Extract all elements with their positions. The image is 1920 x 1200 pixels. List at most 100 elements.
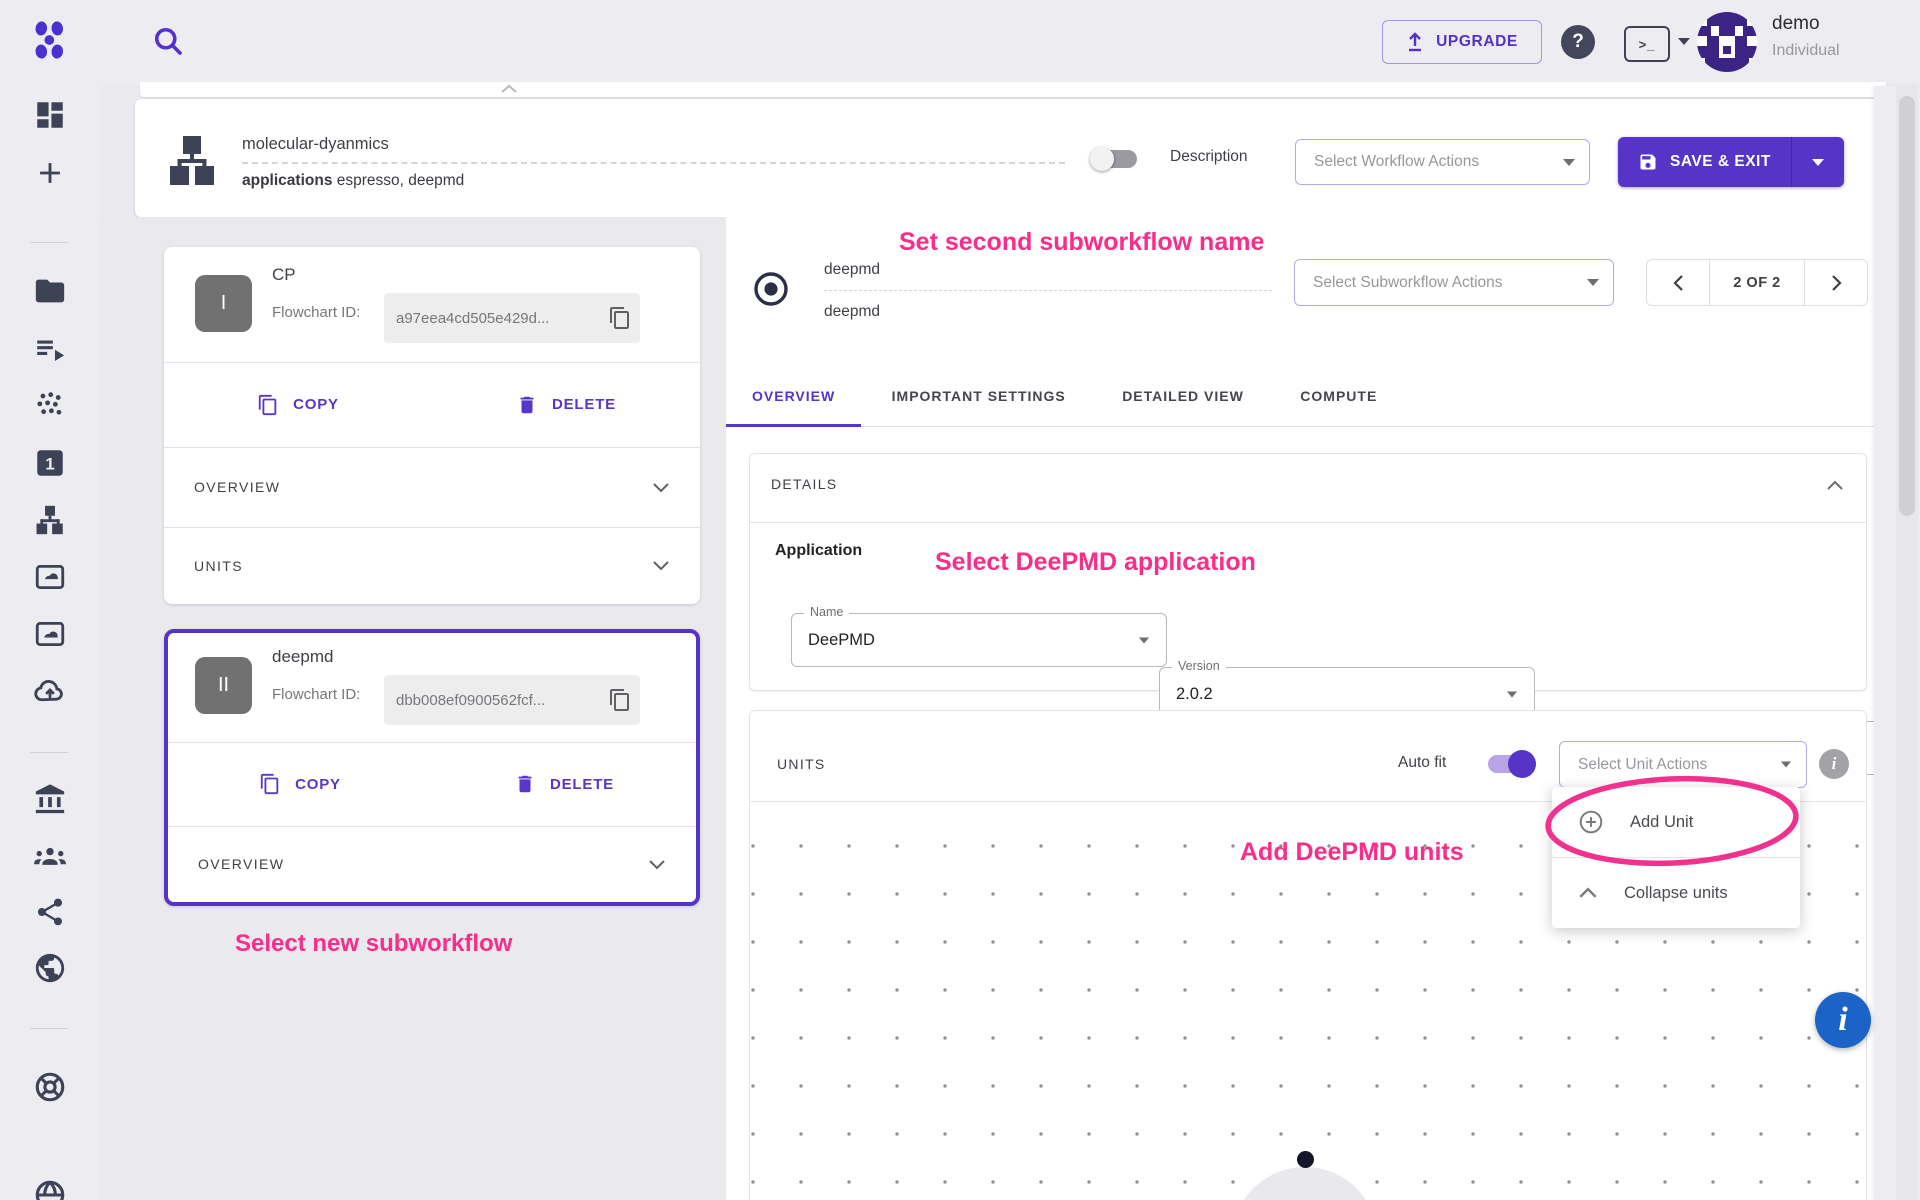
terminal-icon[interactable]: >_ bbox=[1624, 26, 1670, 62]
chevron-down-icon bbox=[653, 561, 669, 571]
sidebar-item-images[interactable] bbox=[0, 560, 99, 594]
sidebar-item-jobs[interactable] bbox=[0, 332, 99, 366]
scrollbar-thumb[interactable] bbox=[1899, 96, 1915, 516]
units-info-icon[interactable]: i bbox=[1819, 749, 1849, 779]
unit-node[interactable] bbox=[1232, 1167, 1378, 1200]
applications-label: applications bbox=[242, 172, 333, 189]
avatar[interactable] bbox=[1697, 12, 1757, 72]
annotation-select-app: Select DeePMD application bbox=[935, 548, 1256, 576]
flowchart-id-chip[interactable]: a97eea4cd505e429d... bbox=[384, 293, 640, 343]
save-icon bbox=[1640, 154, 1656, 170]
info-fab[interactable]: i bbox=[1815, 992, 1871, 1048]
delete-subworkflow-button[interactable]: DELETE bbox=[432, 742, 696, 826]
select-caret-icon bbox=[1780, 761, 1792, 768]
flowchart-id-label: Flowchart ID: bbox=[272, 686, 361, 703]
sidebar-item-unit-count[interactable]: 1 bbox=[0, 446, 99, 480]
save-exit-caret[interactable] bbox=[1790, 137, 1844, 187]
sidebar-item-dashboard[interactable] bbox=[0, 98, 99, 132]
icon-sidebar bbox=[0, 86, 99, 1200]
copy-icon bbox=[258, 394, 277, 415]
help-icon[interactable]: ? bbox=[1561, 25, 1595, 59]
terminal-caret-icon[interactable] bbox=[1678, 38, 1690, 45]
upgrade-label: UPGRADE bbox=[1436, 33, 1518, 50]
delete-subworkflow-button[interactable]: DELETE bbox=[432, 362, 700, 447]
flowchart-id-value: a97eea4cd505e429d... bbox=[396, 309, 550, 327]
select-caret-icon bbox=[1563, 158, 1575, 166]
app-version-field-label: Version bbox=[1172, 659, 1226, 673]
collapse-details-icon[interactable] bbox=[1826, 480, 1844, 491]
units-title: UNITS bbox=[777, 756, 826, 772]
autofit-toggle[interactable] bbox=[1488, 750, 1536, 778]
sidebar-item-share[interactable] bbox=[0, 896, 99, 928]
radio-selected-icon[interactable] bbox=[752, 270, 790, 308]
user-name: demo bbox=[1772, 13, 1820, 34]
app-name-select[interactable]: Name DeePMD bbox=[791, 605, 1167, 667]
sidebar-item-language[interactable] bbox=[0, 1178, 99, 1200]
workflow-actions-select[interactable]: Select Workflow Actions bbox=[1295, 139, 1590, 185]
flowchart-id-label: Flowchart ID: bbox=[272, 304, 361, 321]
sidebar-item-add-new[interactable] bbox=[0, 156, 99, 190]
copy-subworkflow-button[interactable]: COPY bbox=[168, 742, 432, 826]
accordion-units[interactable]: UNITS bbox=[164, 527, 700, 604]
add-unit-label: Add Unit bbox=[1630, 812, 1694, 831]
tab-overview[interactable]: OVERVIEW bbox=[726, 366, 862, 427]
units-card: UNITS Auto fit Select Unit Actions i bbox=[749, 710, 1867, 1200]
subworkflow-title: deepmd bbox=[824, 261, 881, 278]
unit-node-handle[interactable] bbox=[1297, 1151, 1314, 1168]
unit-actions-label: Select Unit Actions bbox=[1578, 755, 1708, 773]
copy-label: COPY bbox=[295, 775, 341, 793]
subworkflow-actions-select[interactable]: Select Subworkflow Actions bbox=[1294, 259, 1614, 306]
add-circle-icon bbox=[1579, 810, 1603, 834]
copy-id-icon[interactable] bbox=[608, 688, 632, 712]
search-icon[interactable] bbox=[150, 23, 186, 59]
subworkflow-actions-label: Select Subworkflow Actions bbox=[1313, 273, 1503, 291]
sidebar-item-folder[interactable] bbox=[0, 274, 99, 308]
menu-item-collapse-units[interactable]: Collapse units bbox=[1552, 858, 1800, 928]
pagination-next-button[interactable] bbox=[1805, 260, 1867, 305]
flowchart-id-chip[interactable]: dbb008ef0900562fcf... bbox=[384, 675, 640, 725]
save-exit-button[interactable]: SAVE & EXIT bbox=[1618, 137, 1791, 187]
sidebar-item-materials[interactable] bbox=[0, 389, 99, 423]
tab-important-settings[interactable]: IMPORTANT SETTINGS bbox=[891, 388, 1066, 404]
app-version-value: 2.0.2 bbox=[1176, 684, 1213, 703]
select-caret-icon bbox=[1587, 279, 1599, 286]
copy-id-icon[interactable] bbox=[608, 306, 632, 330]
applications-value: espresso, deepmd bbox=[336, 172, 465, 189]
copy-subworkflow-button[interactable]: COPY bbox=[164, 362, 432, 447]
select-caret-icon bbox=[1506, 691, 1518, 697]
sidebar-item-web[interactable] bbox=[0, 951, 99, 985]
sidebar-item-bank[interactable] bbox=[0, 783, 99, 817]
unit-actions-select[interactable]: Select Unit Actions bbox=[1559, 741, 1807, 788]
accordion-overview[interactable]: OVERVIEW bbox=[164, 447, 700, 527]
chevron-down-icon bbox=[653, 482, 669, 492]
subworkflow-card-cp[interactable]: I CP Flowchart ID: a97eea4cd505e429d... … bbox=[164, 247, 700, 604]
menu-item-add-unit[interactable]: Add Unit bbox=[1552, 787, 1800, 857]
sidebar-item-support[interactable] bbox=[0, 1070, 99, 1104]
sidebar-divider bbox=[30, 1028, 68, 1029]
pagination-prev-button[interactable] bbox=[1647, 260, 1709, 305]
delete-label: DELETE bbox=[550, 775, 614, 793]
tab-detailed-view[interactable]: DETAILED VIEW bbox=[1122, 388, 1244, 404]
mat3ra-logo-icon[interactable] bbox=[27, 18, 71, 62]
trash-icon bbox=[520, 396, 534, 413]
upgrade-button[interactable]: UPGRADE bbox=[1382, 20, 1542, 64]
svg-text:1: 1 bbox=[45, 454, 54, 473]
description-toggle[interactable] bbox=[1090, 147, 1137, 171]
sidebar-item-workflows[interactable] bbox=[0, 503, 99, 537]
subworkflow-card-deepmd[interactable]: II deepmd Flowchart ID: dbb008ef0900562f… bbox=[164, 629, 700, 906]
sidebar-item-cloud-upload[interactable] bbox=[0, 672, 99, 708]
collapse-units-label: Collapse units bbox=[1624, 883, 1728, 902]
accordion-overview[interactable]: OVERVIEW bbox=[168, 826, 696, 902]
card-divider bbox=[164, 527, 700, 528]
sidebar-item-team[interactable] bbox=[0, 840, 99, 874]
subworkflow-subtitle: deepmd bbox=[824, 303, 881, 320]
trash-icon bbox=[518, 775, 532, 793]
tab-compute[interactable]: COMPUTE bbox=[1300, 388, 1378, 404]
annotation-add-units: Add DeePMD units bbox=[1240, 838, 1464, 866]
sidebar-item-media-cloud[interactable] bbox=[0, 617, 99, 651]
pagination-status: 2 OF 2 bbox=[1709, 260, 1805, 305]
save-exit-split-button[interactable]: SAVE & EXIT bbox=[1618, 137, 1844, 187]
subworkflow-pagination: 2 OF 2 bbox=[1646, 259, 1868, 306]
subworkflow-name: CP bbox=[272, 265, 296, 284]
autofit-label: Auto fit bbox=[1398, 754, 1447, 771]
